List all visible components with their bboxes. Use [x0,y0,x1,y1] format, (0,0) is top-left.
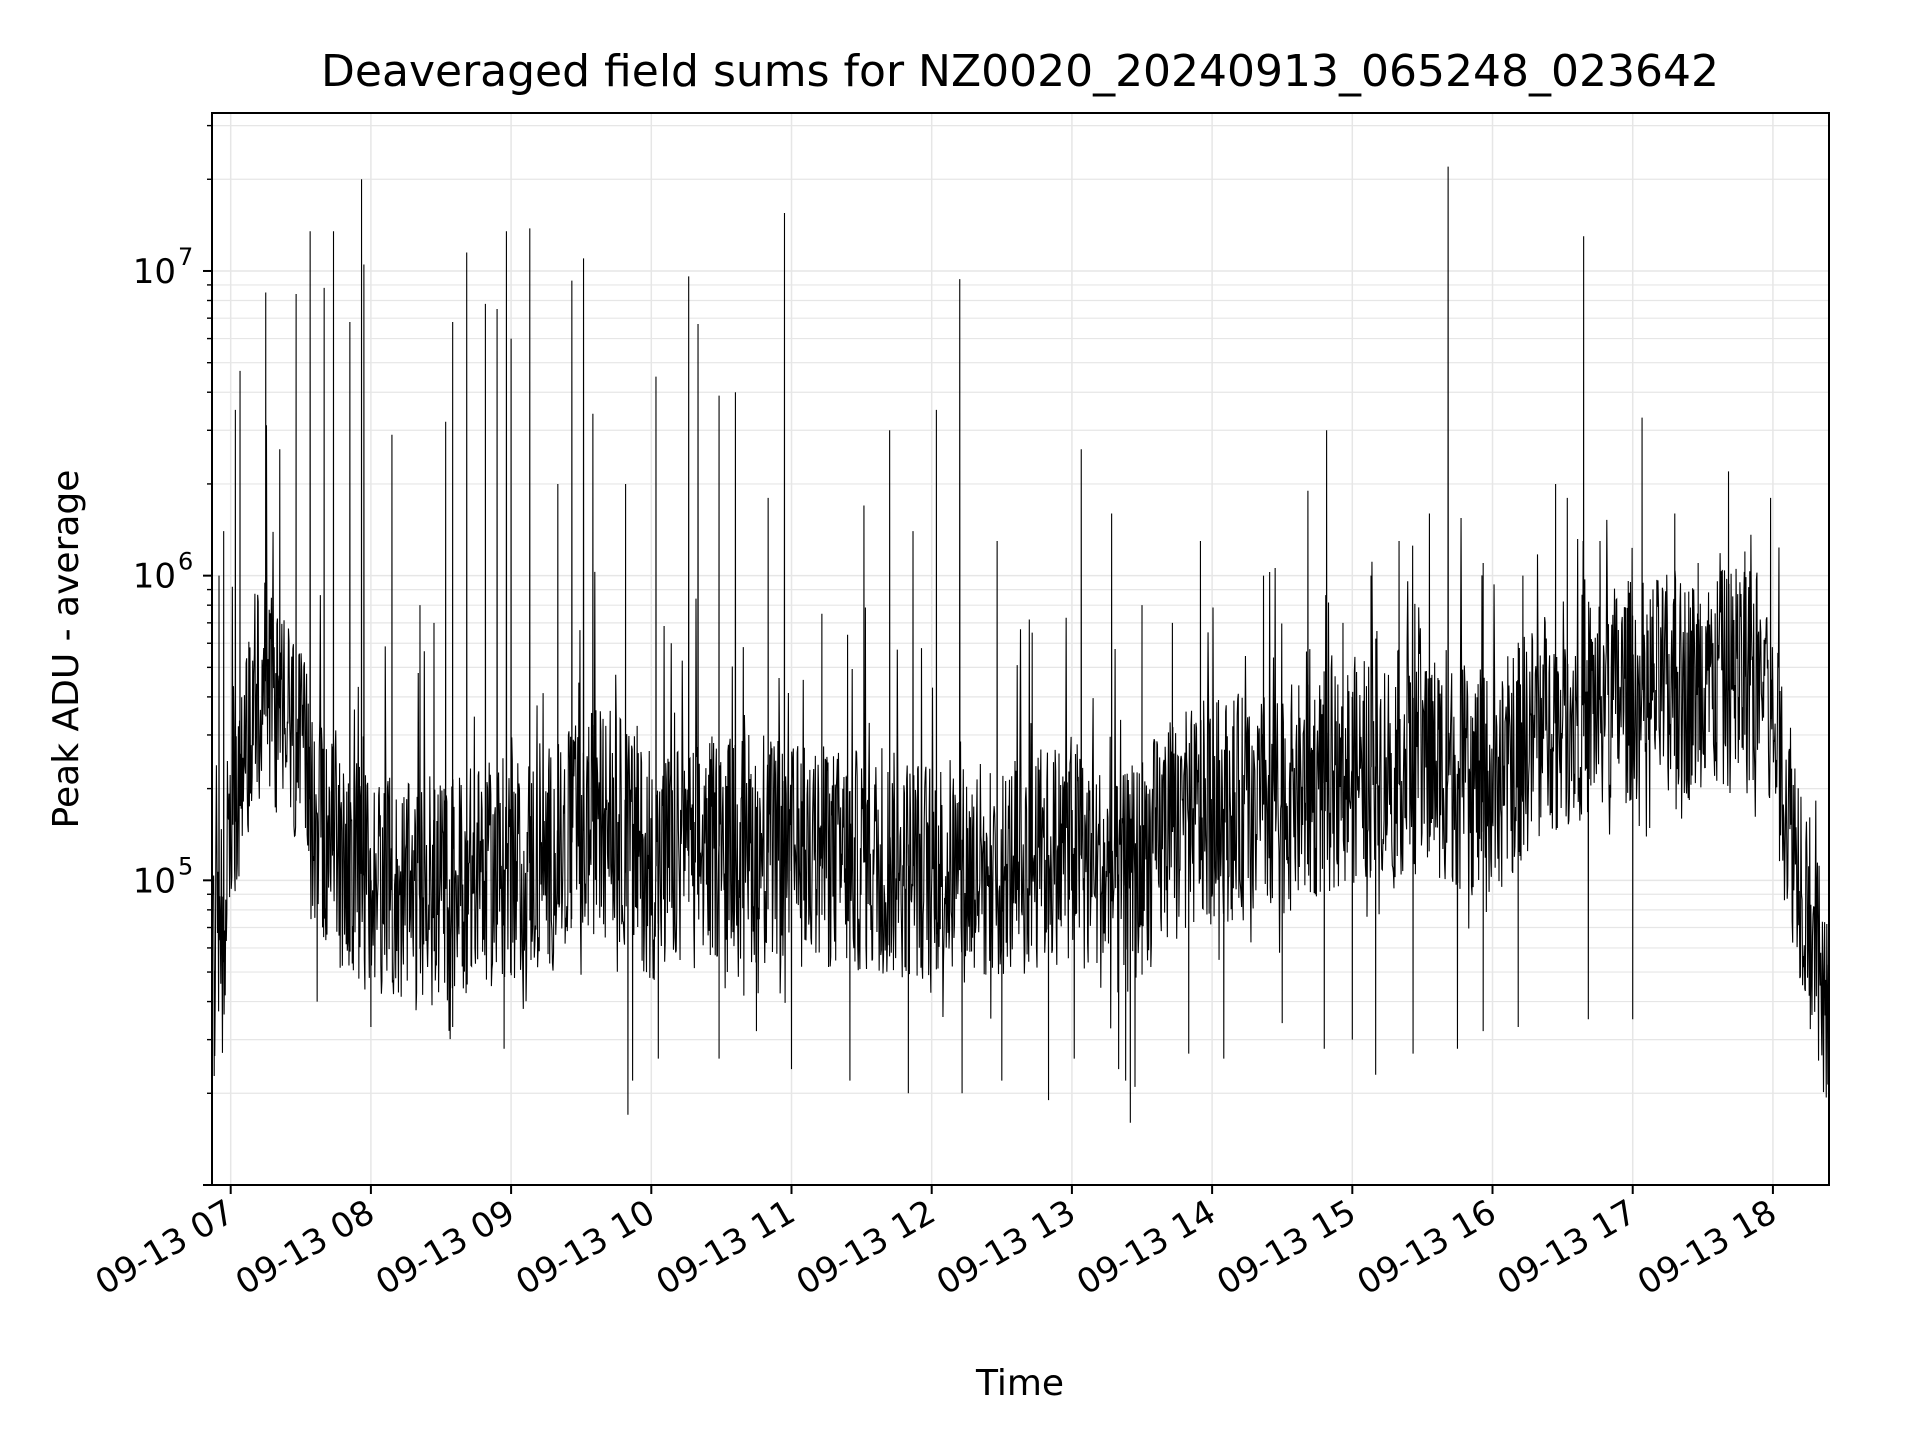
y-tick-exponent: 7 [178,243,193,271]
series-line [211,166,1830,1123]
y-tick-exponent: 6 [178,548,193,576]
series-path [211,166,1830,1123]
chart-title: Deaveraged field sums for NZ0020_2024091… [321,46,1719,97]
y-tick-label: 10 [133,861,176,901]
plot-frame [211,112,1830,1186]
y-axis-label: Peak ADU - average [46,470,87,829]
y-tick-label: 10 [133,252,176,292]
y-tick-label: 10 [133,557,176,597]
x-axis-label: Time [975,1363,1064,1404]
y-tick-exponent: 5 [178,852,193,880]
